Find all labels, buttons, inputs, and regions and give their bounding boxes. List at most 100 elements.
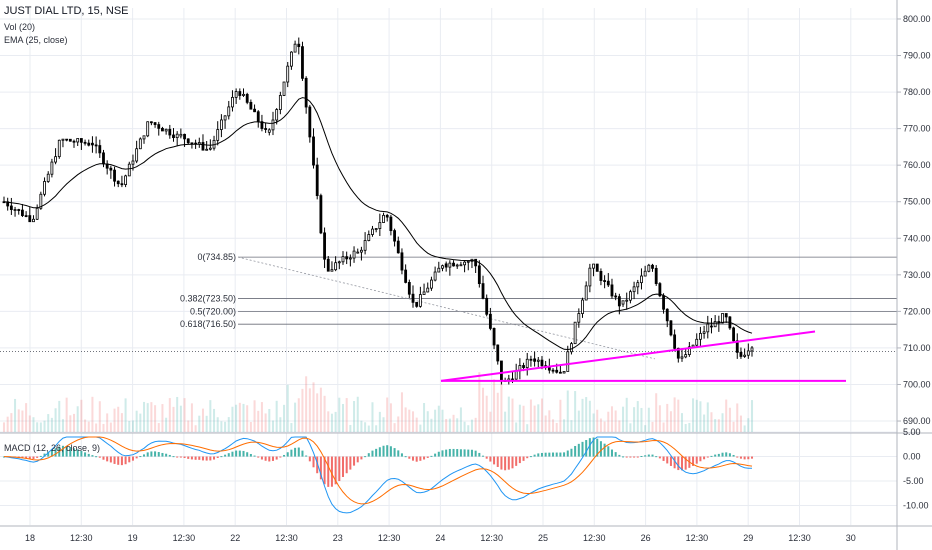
candle-body — [290, 51, 293, 67]
candle-body — [640, 275, 643, 284]
macd-histogram-bar — [633, 456, 636, 458]
volume-bar — [283, 404, 286, 432]
candle-body — [658, 283, 662, 297]
macd-histogram-bar — [666, 456, 669, 464]
fib-level-label: 0(734.85) — [197, 252, 236, 262]
candle-body — [555, 369, 559, 373]
macd-histogram-bar — [732, 454, 735, 457]
macd-histogram-bar — [474, 450, 477, 457]
fib-level-label: 0.5(720.00) — [190, 306, 236, 316]
macd-histogram-bar — [445, 449, 448, 457]
macd-histogram-bar — [452, 448, 455, 457]
volume-bar — [658, 405, 661, 432]
time-axis: 18 12:30 19 12:30 22 12:30 23 12:30 24 12:30 25 12:… — [25, 533, 856, 543]
volume-bar — [732, 421, 735, 432]
price-tick-label: 770.00 — [903, 124, 931, 134]
vol-legend[interactable]: Vol (20) — [4, 22, 36, 32]
volume-bar — [73, 413, 76, 432]
macd-histogram-bar — [124, 456, 127, 465]
candle-body — [83, 141, 87, 144]
volume-bar — [150, 402, 153, 432]
candle-body — [551, 369, 555, 372]
candle-body — [32, 218, 35, 223]
macd-histogram-bar — [312, 456, 315, 468]
candle-body — [400, 252, 404, 271]
candle-body — [256, 111, 260, 123]
volume-bar — [544, 415, 547, 432]
volume-bar — [548, 410, 551, 432]
candle-body — [234, 91, 238, 98]
candle-body — [46, 173, 50, 182]
macd-histogram-bar — [338, 456, 341, 482]
volume-bar — [585, 397, 588, 432]
macd-histogram-bar — [61, 445, 64, 457]
volume-bar — [6, 416, 9, 432]
candle-body — [35, 207, 39, 220]
macd-histogram-bar — [622, 456, 625, 458]
candle-body — [426, 287, 430, 293]
volume-bar — [80, 399, 83, 432]
volume-bar — [36, 422, 39, 432]
macd-histogram-bar — [515, 456, 518, 466]
macd-histogram-bar — [504, 456, 507, 471]
candle-body — [522, 365, 525, 368]
candle-body — [102, 152, 105, 165]
macd-histogram-bar — [566, 450, 569, 457]
macd-histogram-bar — [544, 452, 547, 457]
macd-histogram-bar — [684, 456, 687, 470]
macd-legend[interactable]: MACD (12, 26, close, 9) — [4, 443, 101, 453]
macd-histogram-bar — [592, 437, 595, 457]
volume-bar — [677, 399, 680, 432]
macd-histogram-bar — [286, 452, 289, 457]
macd-histogram-bar — [728, 453, 731, 457]
candle-body — [286, 65, 290, 83]
trendline[interactable] — [440, 330, 816, 382]
candle-body — [127, 163, 131, 177]
candle-body — [271, 119, 275, 131]
volume-bar — [224, 421, 227, 432]
ema-legend[interactable]: EMA (25, close) — [4, 35, 68, 45]
macd-histogram-bar — [330, 456, 333, 487]
macd-histogram-bar — [109, 456, 112, 463]
volume-bar — [555, 422, 558, 432]
macd-histogram-bar — [669, 456, 672, 466]
volume-bar — [747, 418, 750, 432]
volume-bar — [430, 418, 433, 432]
macd-histogram-bar — [478, 452, 481, 457]
candle-body — [500, 360, 503, 382]
macd-histogram-bar — [356, 456, 359, 463]
candle-body — [452, 262, 455, 267]
volume-bar — [592, 413, 595, 432]
candle-body — [721, 313, 724, 324]
macd-histogram-bar — [36, 456, 39, 458]
candle-body — [643, 270, 647, 277]
macd-histogram-bar — [706, 456, 709, 458]
candle-body — [743, 354, 747, 357]
volume-bar — [61, 419, 64, 432]
volume-bar — [235, 404, 238, 432]
macd-histogram-bar — [95, 456, 98, 458]
candle-body — [186, 138, 190, 144]
candle-body — [79, 138, 83, 143]
volume-bar — [305, 376, 308, 432]
candle-body — [466, 260, 470, 263]
volume-bar — [102, 423, 105, 432]
candle-body — [665, 308, 669, 322]
macd-histogram-bar — [489, 456, 492, 462]
candle-body — [371, 228, 374, 235]
candle-body — [680, 356, 684, 359]
macd-histogram-bar — [677, 456, 680, 471]
time-tick-label: 26 — [641, 533, 651, 543]
candle-body — [713, 321, 717, 328]
macd-histogram-bar — [485, 456, 488, 459]
volume-bar — [231, 406, 234, 432]
candle-body — [260, 121, 264, 129]
candle-body — [558, 371, 562, 374]
macd-histogram-bar — [673, 456, 676, 469]
time-tick-label: 12:30 — [275, 533, 298, 543]
candle-body — [684, 354, 688, 358]
volume-bar — [249, 421, 252, 432]
volume-bar — [91, 396, 94, 432]
volume-bar — [371, 402, 374, 432]
